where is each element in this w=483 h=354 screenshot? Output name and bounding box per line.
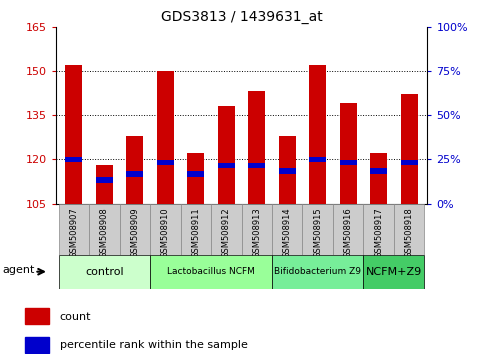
Bar xyxy=(218,162,235,168)
Text: GSM508916: GSM508916 xyxy=(344,208,353,258)
Bar xyxy=(150,255,272,289)
Bar xyxy=(248,162,265,168)
Bar xyxy=(120,204,150,255)
Bar xyxy=(96,165,113,204)
Bar xyxy=(89,204,120,255)
Bar xyxy=(309,65,326,204)
Bar xyxy=(211,204,242,255)
Bar xyxy=(340,160,356,165)
Bar xyxy=(363,204,394,255)
Text: GSM508917: GSM508917 xyxy=(374,208,383,258)
Text: GSM508907: GSM508907 xyxy=(70,208,78,258)
Text: GSM508912: GSM508912 xyxy=(222,208,231,258)
Bar xyxy=(302,204,333,255)
Bar xyxy=(58,255,150,289)
Text: GSM508913: GSM508913 xyxy=(252,208,261,258)
Text: GSM508918: GSM508918 xyxy=(405,208,413,258)
Bar xyxy=(309,156,326,162)
Text: GSM508914: GSM508914 xyxy=(283,208,292,258)
Bar xyxy=(401,160,417,165)
Text: GSM508909: GSM508909 xyxy=(130,208,139,258)
Bar xyxy=(218,106,235,204)
Bar xyxy=(66,156,82,162)
Bar xyxy=(272,255,363,289)
Text: count: count xyxy=(59,312,91,322)
Bar xyxy=(272,204,302,255)
Text: GSM508910: GSM508910 xyxy=(161,208,170,258)
Title: GDS3813 / 1439631_at: GDS3813 / 1439631_at xyxy=(161,10,322,24)
Bar xyxy=(157,160,174,165)
Text: Lactobacillus NCFM: Lactobacillus NCFM xyxy=(167,267,255,276)
Text: control: control xyxy=(85,267,124,277)
Bar xyxy=(157,71,174,204)
Bar xyxy=(58,204,89,255)
Bar xyxy=(242,204,272,255)
Text: Bifidobacterium Z9: Bifidobacterium Z9 xyxy=(274,267,361,276)
Bar xyxy=(363,255,425,289)
Bar xyxy=(248,91,265,204)
Bar xyxy=(394,204,425,255)
Bar xyxy=(187,153,204,204)
Text: GSM508915: GSM508915 xyxy=(313,208,322,258)
Bar xyxy=(150,204,181,255)
Bar xyxy=(279,169,296,174)
Bar xyxy=(333,204,363,255)
Bar xyxy=(279,136,296,204)
Text: agent: agent xyxy=(3,265,35,275)
Bar xyxy=(401,95,417,204)
Bar xyxy=(187,171,204,177)
Bar xyxy=(340,103,356,204)
Bar xyxy=(66,65,82,204)
Bar xyxy=(181,204,211,255)
Bar xyxy=(370,169,387,174)
Text: NCFM+Z9: NCFM+Z9 xyxy=(366,267,422,277)
Text: percentile rank within the sample: percentile rank within the sample xyxy=(59,340,247,350)
Bar xyxy=(25,308,49,324)
Bar xyxy=(127,171,143,177)
Bar xyxy=(25,337,49,353)
Bar xyxy=(370,153,387,204)
Text: GSM508908: GSM508908 xyxy=(100,208,109,258)
Text: GSM508911: GSM508911 xyxy=(191,208,200,258)
Bar xyxy=(96,177,113,183)
Bar xyxy=(127,136,143,204)
